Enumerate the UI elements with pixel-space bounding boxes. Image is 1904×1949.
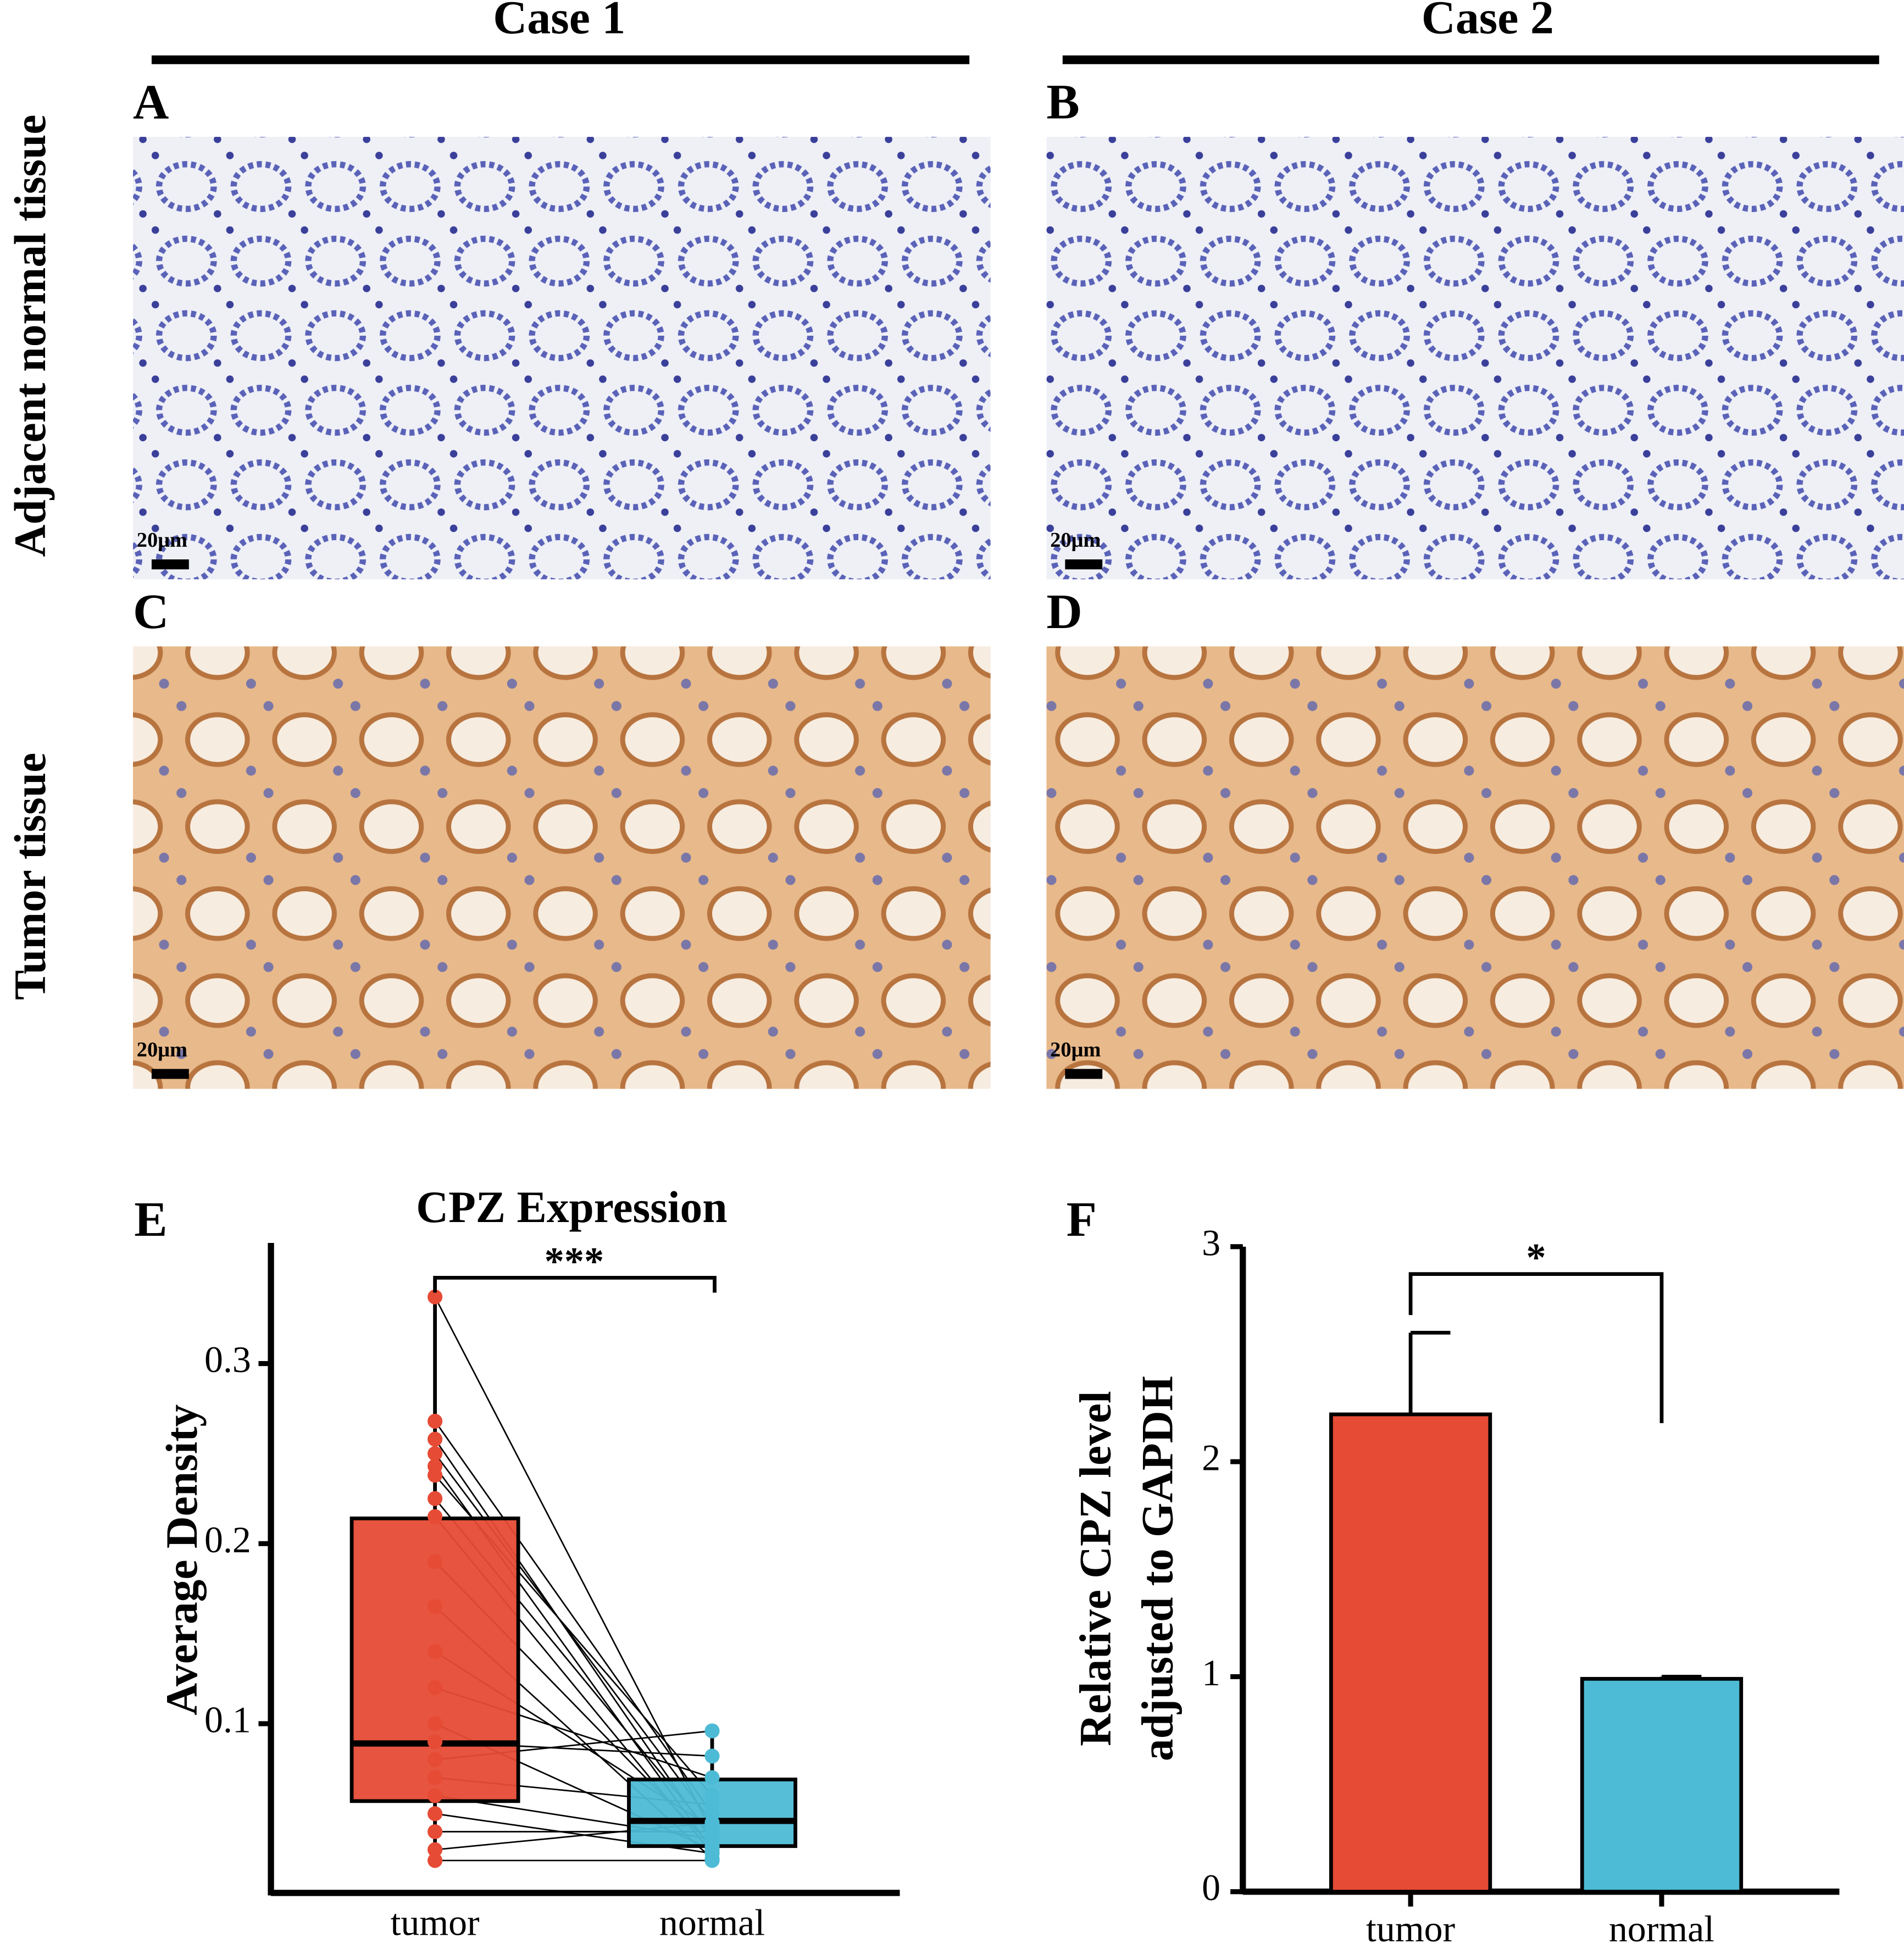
point	[704, 1815, 720, 1830]
y-tick-label: 2	[1202, 1437, 1220, 1479]
scale-bar-label: 20μm	[137, 529, 187, 552]
point	[428, 1842, 443, 1857]
pair-line	[434, 1453, 713, 1823]
panel-label: C	[133, 584, 169, 639]
y-tick-label: 0	[1202, 1867, 1220, 1908]
scale-bar	[151, 559, 189, 570]
point	[428, 1289, 443, 1304]
scale-bar	[1065, 559, 1103, 570]
panel-label: F	[1067, 1191, 1097, 1247]
x-tick-label: tumor	[1366, 1908, 1455, 1949]
panel-label: D	[1046, 584, 1082, 639]
point	[704, 1797, 720, 1812]
point	[428, 1509, 443, 1524]
x-tick-label: tumor	[391, 1902, 480, 1944]
point	[428, 1644, 443, 1659]
y-tick-label: 1	[1202, 1652, 1220, 1693]
pair-line	[434, 1420, 713, 1814]
y-axis-label: Average Density	[157, 1404, 207, 1715]
point	[428, 1770, 443, 1785]
point	[428, 1734, 443, 1750]
point	[428, 1788, 443, 1803]
bar	[1329, 1412, 1492, 1894]
y-tick-label: 0.3	[204, 1339, 251, 1380]
point	[428, 1680, 443, 1695]
panel-label: B	[1046, 74, 1079, 130]
column-title: Case 1	[493, 0, 625, 44]
column-title: Case 2	[1422, 0, 1554, 44]
point	[428, 1491, 443, 1506]
significance-bracket	[1408, 1272, 1664, 1423]
y-axis-label: Relative CPZ level	[1070, 1391, 1120, 1746]
scale-bar	[151, 1069, 189, 1079]
pair-line	[434, 1439, 713, 1841]
point	[428, 1824, 443, 1840]
scale-bar-label: 20μm	[1050, 529, 1101, 552]
scale-bar	[1065, 1069, 1103, 1079]
significance: *	[1526, 1236, 1546, 1280]
point	[428, 1554, 443, 1569]
chart-title: CPZ Expression	[416, 1182, 727, 1232]
point	[428, 1752, 443, 1768]
point	[704, 1770, 720, 1785]
panel-label: A	[133, 74, 169, 130]
y-tick-label: 0.2	[204, 1519, 251, 1561]
point	[428, 1716, 443, 1731]
row-title: Tumor tissue	[5, 753, 55, 1000]
point	[428, 1806, 443, 1822]
point	[704, 1748, 720, 1764]
point	[428, 1599, 443, 1614]
point	[428, 1468, 443, 1483]
scale-bar-label: 20μm	[1050, 1039, 1101, 1062]
y-tick-label: 3	[1202, 1222, 1220, 1263]
significance-bracket	[433, 1275, 717, 1293]
micrograph	[1046, 646, 1904, 1089]
point	[428, 1446, 443, 1461]
point	[704, 1723, 720, 1739]
point	[428, 1853, 443, 1868]
bar	[1580, 1676, 1744, 1894]
point	[428, 1431, 443, 1447]
point	[704, 1853, 720, 1868]
row-title: Adjacent normal tissue	[5, 114, 55, 557]
x-tick-label: normal	[1609, 1908, 1714, 1949]
micrograph	[133, 137, 991, 580]
micrograph	[133, 646, 991, 1089]
micrograph	[1046, 137, 1904, 580]
panel-label: E	[134, 1191, 167, 1247]
x-tick-label: normal	[659, 1902, 765, 1944]
y-axis-label: adjusted to GAPDH	[1132, 1376, 1182, 1761]
y-tick-label: 0.1	[204, 1699, 251, 1740]
significance: ***	[545, 1239, 604, 1283]
point	[428, 1413, 443, 1429]
scale-bar-label: 20μm	[137, 1039, 187, 1062]
